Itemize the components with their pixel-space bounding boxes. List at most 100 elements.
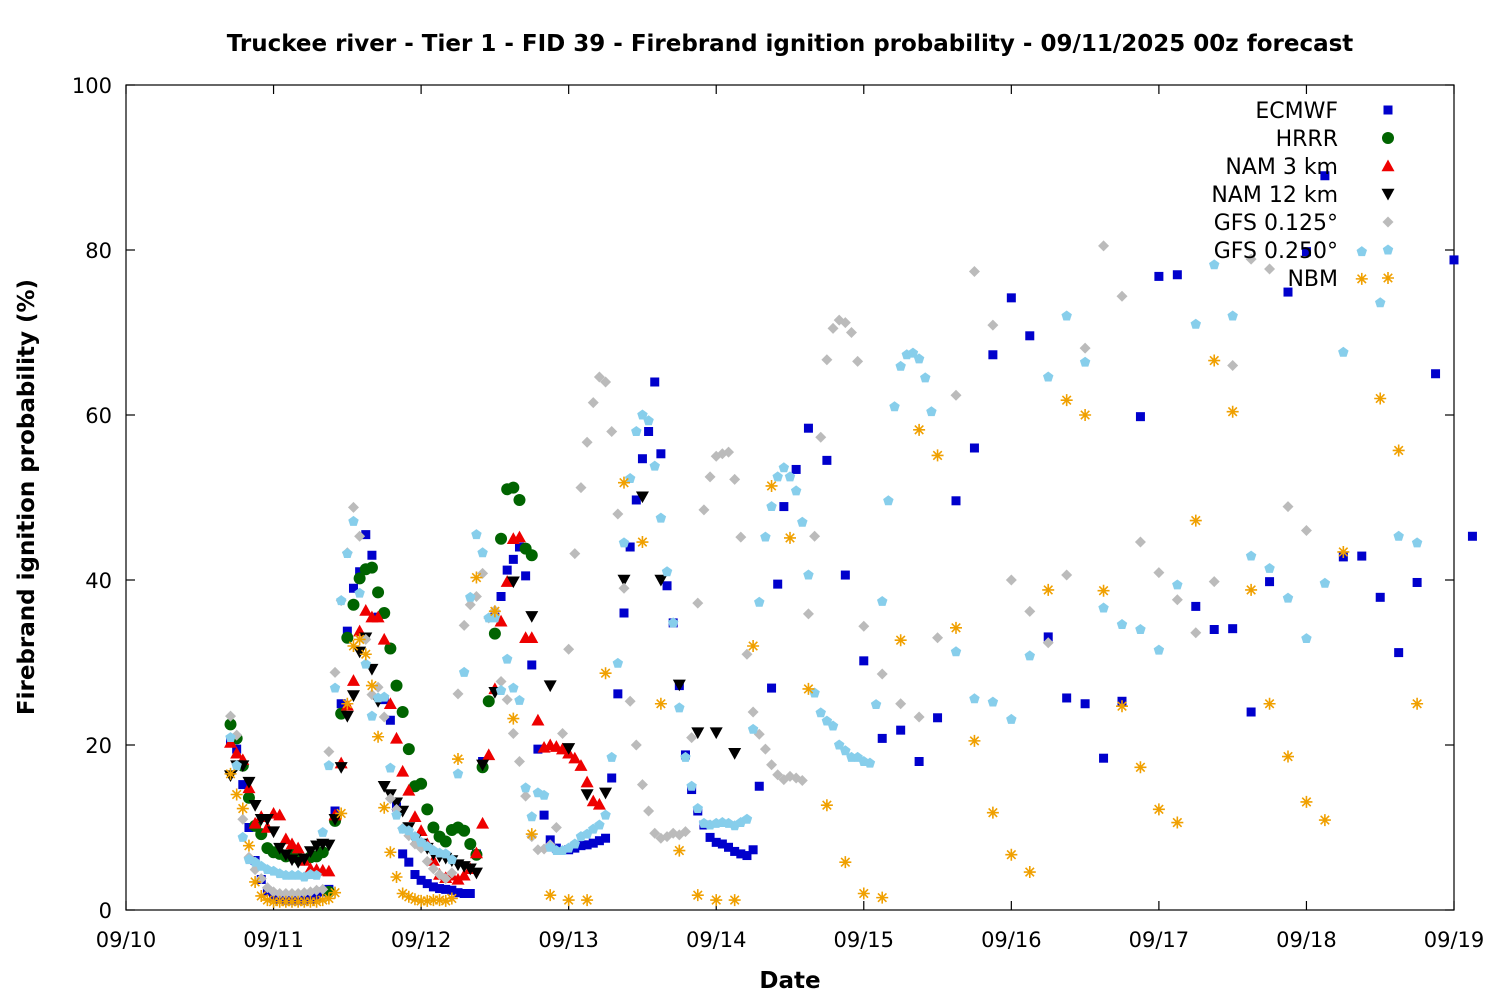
data-point-nbm — [365, 679, 378, 692]
data-point-ecmwf — [988, 350, 998, 360]
data-point-gfs-0-250 — [864, 757, 876, 768]
data-point-gfs-0-250 — [225, 732, 236, 743]
data-point-ecmwf — [717, 839, 727, 849]
data-point-hrrr — [365, 561, 378, 574]
data-point-ecmwf — [1375, 592, 1385, 602]
data-point-ecmwf — [441, 884, 451, 894]
legend-marker-gfs-0-250 — [1382, 244, 1394, 255]
data-point-gfs-0-250 — [1006, 713, 1017, 724]
data-point-nam-12-km — [267, 826, 281, 839]
data-point-nam-3-km — [568, 751, 582, 764]
data-point-gfs-0-125 — [839, 317, 851, 329]
data-point-gfs-0-125 — [858, 620, 870, 632]
data-point-ecmwf — [244, 823, 254, 832]
data-point-hrrr — [384, 642, 397, 655]
data-point-nbm — [1226, 405, 1239, 418]
data-point-ecmwf — [527, 660, 537, 670]
data-point-gfs-0-250 — [667, 617, 679, 628]
data-point-gfs-0-125 — [729, 473, 741, 485]
legend-label-gfs-0-250: GFS 0.250° — [1214, 239, 1338, 264]
y-tick-label: 0 — [99, 899, 112, 923]
data-point-nam-3-km — [402, 783, 416, 796]
x-tick-label: 09/13 — [538, 928, 599, 952]
data-point-nam-12-km — [340, 710, 354, 723]
data-point-nbm — [562, 894, 575, 907]
data-point-nam-12-km — [506, 576, 520, 589]
data-point-nbm — [1374, 392, 1387, 405]
data-point-gfs-0-250 — [895, 360, 906, 371]
data-point-gfs-0-125 — [1190, 627, 1202, 639]
data-point-gfs-0-250 — [378, 691, 390, 702]
data-point-ecmwf — [1449, 255, 1459, 265]
data-point-gfs-0-125 — [317, 883, 329, 895]
data-point-gfs-0-125 — [1042, 637, 1054, 649]
data-point-ecmwf — [767, 683, 777, 693]
data-point-ecmwf — [385, 715, 395, 725]
data-point-gfs-0-125 — [636, 779, 648, 791]
data-point-nbm — [1023, 866, 1036, 879]
data-point-nbm — [242, 839, 255, 852]
data-point-nbm — [599, 667, 612, 680]
data-point-nbm — [507, 712, 520, 725]
data-point-ecmwf — [1191, 601, 1201, 611]
data-point-gfs-0-250 — [797, 516, 808, 527]
data-point-nbm — [1171, 816, 1184, 829]
data-point-nbm — [408, 893, 421, 906]
data-point-gfs-0-250 — [754, 596, 765, 607]
data-point-gfs-0-250 — [495, 685, 507, 695]
data-point-gfs-0-125 — [593, 371, 605, 383]
data-point-gfs-0-250 — [1172, 579, 1183, 590]
chart-title: Truckee river - Tier 1 - FID 39 - Firebr… — [227, 31, 1354, 57]
data-point-nbm — [765, 479, 778, 492]
data-point-nbm — [986, 806, 999, 819]
data-point-hrrr — [464, 838, 477, 850]
y-tick-label: 80 — [85, 239, 112, 263]
data-point-gfs-0-250 — [465, 591, 476, 602]
data-point-gfs-0-125 — [452, 688, 464, 700]
data-point-gfs-0-125 — [477, 567, 489, 579]
data-point-gfs-0-125 — [575, 482, 587, 494]
data-point-gfs-0-125 — [557, 727, 569, 739]
data-point-gfs-0-250 — [950, 646, 962, 657]
y-tick-label: 40 — [85, 569, 112, 593]
data-point-gfs-0-125 — [630, 739, 642, 751]
data-point-hrrr — [372, 586, 385, 599]
data-point-ecmwf — [1043, 632, 1053, 642]
data-point-ecmwf — [840, 570, 850, 580]
data-point-gfs-0-125 — [1264, 263, 1276, 275]
data-point-gfs-0-125 — [1098, 240, 1110, 252]
data-point-gfs-0-125 — [1208, 576, 1220, 588]
data-point-gfs-0-125 — [624, 695, 636, 707]
data-point-ecmwf — [342, 626, 352, 636]
data-point-nam-12-km — [303, 846, 317, 858]
data-point-nbm — [913, 423, 926, 436]
data-point-nam-12-km — [709, 727, 723, 740]
data-point-ecmwf — [410, 870, 420, 880]
data-point-hrrr — [347, 598, 360, 611]
data-point-gfs-0-125 — [618, 582, 630, 594]
data-point-gfs-0-250 — [526, 811, 538, 822]
x-tick-label: 09/16 — [981, 928, 1042, 952]
data-point-nam-3-km — [574, 759, 588, 771]
data-point-gfs-0-125 — [643, 805, 655, 817]
data-point-gfs-0-125 — [913, 711, 925, 723]
data-point-nbm — [347, 640, 360, 652]
data-point-ecmwf — [933, 713, 943, 723]
data-point-gfs-0-250 — [637, 409, 648, 420]
data-point-gfs-0-125 — [347, 501, 359, 513]
data-point-gfs-0-250 — [403, 825, 415, 836]
data-point-hrrr — [415, 777, 428, 790]
data-point-gfs-0-125 — [440, 873, 452, 885]
data-point-gfs-0-125 — [821, 354, 833, 366]
data-point-gfs-0-125 — [1116, 290, 1128, 302]
data-point-gfs-0-250 — [1264, 562, 1275, 573]
data-point-gfs-0-250 — [409, 831, 421, 842]
data-point-gfs-0-125 — [286, 888, 298, 899]
data-point-ecmwf — [428, 882, 438, 892]
data-point-nbm — [298, 895, 311, 908]
data-point-gfs-0-250 — [471, 529, 482, 540]
x-tick-label: 09/17 — [1129, 928, 1190, 952]
data-point-gfs-0-125 — [446, 867, 458, 879]
data-point-nbm — [255, 889, 268, 902]
data-point-nam-12-km — [654, 574, 668, 587]
